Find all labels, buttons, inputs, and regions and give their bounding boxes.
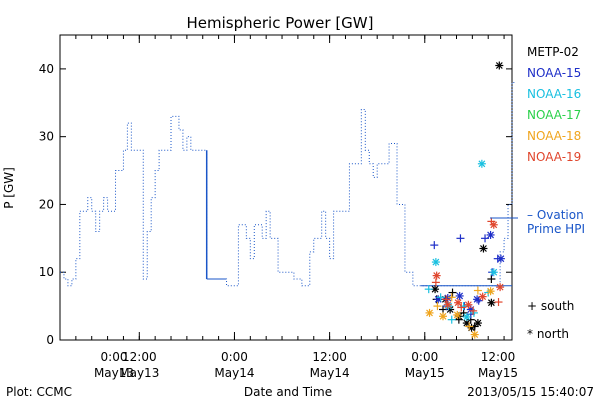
y-axis: 0 10 20 30 40 <box>39 62 512 347</box>
y-tick-label: 10 <box>39 265 54 279</box>
south-marker <box>457 303 466 312</box>
marker-legend-north: * north <box>527 327 569 341</box>
north-marker <box>489 220 498 229</box>
south-marker <box>424 285 433 294</box>
south-marker <box>481 234 490 243</box>
x-axis: 0:00 May13 12:00 May13 0:00 May14 12:00 May14 0:… <box>59 35 518 380</box>
legend-item-noaa-17: NOAA-17 <box>527 108 581 122</box>
x-tick-date: May15 <box>405 366 445 380</box>
south-marker <box>494 298 503 307</box>
north-marker <box>453 310 462 319</box>
south-marker <box>442 295 451 304</box>
legend: METP-02 NOAA-15 NOAA-16 NOAA-17 NOAA-18 NOAA-… <box>527 45 581 341</box>
south-marker <box>430 241 439 250</box>
ovation-legend-label-line2: Prime HPI <box>527 222 585 236</box>
satellite-markers <box>424 61 505 339</box>
ovation-legend-label-line1: – Ovation <box>527 208 584 222</box>
y-tick-label: 20 <box>39 197 54 211</box>
x-tick-time: 0:00 <box>101 350 128 364</box>
x-tick-date: May14 <box>214 366 254 380</box>
legend-item-noaa-15: NOAA-15 <box>527 66 581 80</box>
north-marker <box>487 298 496 307</box>
legend-item-metp-02: METP-02 <box>527 45 579 59</box>
north-marker <box>486 230 495 239</box>
north-marker <box>454 298 463 307</box>
south-marker <box>469 306 478 315</box>
ovation-line <box>60 81 515 287</box>
x-tick-time: 12:00 <box>122 350 157 364</box>
north-marker <box>462 312 471 321</box>
x-tick-time: 0:00 <box>411 350 438 364</box>
ovation-series <box>60 81 515 287</box>
south-marker <box>459 308 468 317</box>
y-tick-label: 30 <box>39 130 54 144</box>
x-tick-date: May15 <box>478 366 518 380</box>
north-marker <box>470 330 479 339</box>
legend-item-noaa-19: NOAA-19 <box>527 150 581 164</box>
north-marker <box>455 291 464 300</box>
footer-left: Plot: CCMC <box>6 385 72 399</box>
x-tick-date: May13 <box>119 366 159 380</box>
south-marker <box>469 308 478 317</box>
x-tick-time: 12:00 <box>481 350 516 364</box>
north-marker <box>478 292 487 301</box>
south-marker <box>439 305 448 314</box>
south-marker <box>465 322 474 331</box>
north-marker <box>486 287 495 296</box>
north-marker <box>439 312 448 321</box>
x-tick-time: 12:00 <box>312 350 347 364</box>
north-marker <box>496 283 505 292</box>
north-marker <box>432 271 441 280</box>
south-marker <box>487 275 496 283</box>
north-marker <box>464 300 473 309</box>
south-marker <box>448 288 457 297</box>
north-marker <box>495 61 504 70</box>
x-tick-time: 0:00 <box>221 350 248 364</box>
south-marker <box>433 302 442 311</box>
north-marker <box>477 159 486 168</box>
north-marker <box>496 254 505 263</box>
south-marker <box>447 293 456 302</box>
south-marker <box>447 315 456 324</box>
y-tick-label: 40 <box>39 62 54 76</box>
y-tick-label: 0 <box>46 333 54 347</box>
north-marker <box>443 300 452 309</box>
marker-legend-south: + south <box>527 299 574 313</box>
y-axis-label: P [GW] <box>2 167 16 209</box>
south-marker <box>473 286 482 295</box>
north-marker <box>431 258 440 267</box>
legend-item-noaa-18: NOAA-18 <box>527 129 581 143</box>
north-marker <box>479 244 488 253</box>
south-marker <box>431 278 440 287</box>
x-tick-date: May14 <box>310 366 350 380</box>
north-marker <box>489 268 498 277</box>
north-marker <box>473 319 482 328</box>
footer-right: 2013/05/15 15:40:07 <box>467 385 594 399</box>
south-marker <box>456 234 465 243</box>
plot-frame <box>59 34 513 341</box>
x-tick-date: May13 <box>94 366 134 380</box>
north-marker <box>425 308 434 317</box>
chart-title: Hemispheric Power [GW] <box>187 14 374 32</box>
x-axis-label: Date and Time <box>244 385 332 399</box>
south-marker <box>436 293 445 302</box>
legend-item-noaa-16: NOAA-16 <box>527 87 581 101</box>
